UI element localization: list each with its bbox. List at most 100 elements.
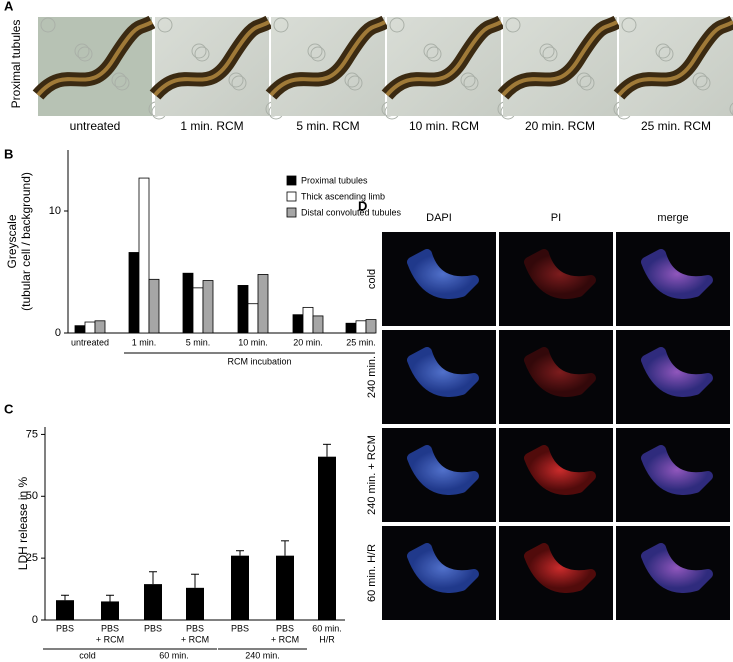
row-label: 240 min. — [366, 356, 378, 398]
cell-bg — [463, 75, 479, 91]
cell-bg — [576, 72, 592, 88]
y-tick-label: 25 — [26, 552, 38, 564]
cell-bg — [505, 17, 521, 33]
bar — [148, 278, 160, 334]
tubule-edge — [385, 20, 502, 97]
cell-bg — [542, 46, 558, 62]
bar — [202, 280, 214, 334]
cell-bg — [273, 17, 289, 33]
cell-bg — [74, 43, 90, 59]
x-axis-label: RCM incubation — [227, 356, 291, 366]
cell-bg — [539, 43, 555, 59]
tubule-stain — [524, 543, 596, 593]
image-label: 5 min. RCM — [296, 119, 359, 133]
legend-label: Proximal tubules — [301, 175, 368, 185]
column-label: PI — [551, 212, 561, 224]
panel-letter: C — [4, 401, 14, 416]
x-tick-label: PBS — [186, 623, 204, 633]
bar — [231, 555, 249, 620]
bar — [101, 601, 119, 620]
legend-swatch — [286, 191, 297, 202]
tubule-stain — [524, 445, 596, 495]
x-tick-label: + RCM — [271, 634, 299, 644]
bar — [138, 177, 150, 334]
cell-bg — [692, 72, 708, 88]
cell-bg — [157, 17, 173, 33]
panel-letter: D — [358, 198, 367, 213]
cell-bg — [191, 43, 207, 59]
cell-bg — [347, 75, 363, 91]
y-tick-label: 0 — [32, 614, 38, 626]
bar — [292, 314, 304, 334]
bar — [56, 600, 74, 620]
group-label: 240 min. — [245, 650, 280, 660]
row-label: Proximal tubules — [9, 20, 23, 109]
panel-letter: B — [4, 146, 13, 161]
x-tick-label: 60 min. — [312, 623, 342, 633]
y-tick-label: 50 — [26, 490, 38, 502]
cell-bg — [621, 17, 637, 33]
tubule-stain — [641, 249, 713, 299]
cell-bg — [655, 43, 671, 59]
cell-bg — [111, 72, 127, 88]
legend-label: Distal convoluted tubules — [301, 207, 402, 217]
cell-bg — [729, 102, 733, 116]
bar — [257, 274, 269, 334]
x-tick-label: PBS — [101, 623, 119, 633]
x-tick-label: 10 min. — [238, 337, 268, 347]
bar — [74, 325, 86, 334]
x-tick-label: + RCM — [181, 634, 209, 644]
x-tick-label: H/R — [319, 634, 335, 644]
group-label: cold — [79, 650, 96, 660]
x-tick-label: PBS — [56, 623, 74, 633]
column-label: merge — [657, 212, 688, 224]
legend-swatch — [286, 175, 297, 186]
tubule-stain — [407, 249, 479, 299]
image-label: 25 min. RCM — [641, 119, 711, 133]
x-tick-label: 25 min. — [346, 337, 376, 347]
cell-bg — [423, 43, 439, 59]
bar — [144, 584, 162, 620]
x-tick-label: 1 min. — [132, 337, 157, 347]
tubule-edge — [36, 20, 153, 97]
cell-bg — [579, 75, 595, 91]
y-tick-label: 0 — [55, 327, 61, 339]
cell-bg — [389, 17, 405, 33]
cell-bg — [695, 75, 711, 91]
bar — [186, 587, 204, 620]
x-tick-label: PBS — [231, 623, 249, 633]
cell-bg — [658, 46, 674, 62]
cell-bg — [77, 46, 93, 62]
x-tick-label: PBS — [276, 623, 294, 633]
row-label: 60 min. H/R — [366, 544, 378, 602]
y-tick-label: 10 — [49, 205, 61, 217]
cell-bg — [426, 46, 442, 62]
legend-swatch — [286, 207, 297, 218]
bar — [302, 306, 314, 334]
bar — [84, 321, 96, 334]
row-label: 240 min. + RCM — [366, 435, 378, 515]
bar — [312, 315, 324, 334]
cell-bg — [310, 46, 326, 62]
tubule-stain — [524, 249, 596, 299]
bar — [365, 319, 377, 334]
tubule-edge — [269, 20, 386, 97]
tubule-edge — [153, 20, 270, 97]
x-tick-label: + RCM — [96, 634, 124, 644]
bar — [237, 285, 249, 334]
legend-label: Thick ascending limb — [301, 191, 385, 201]
x-tick-label: 20 min. — [293, 337, 323, 347]
bar — [318, 456, 336, 620]
image-label: 1 min. RCM — [180, 119, 243, 133]
cell-bg — [114, 75, 130, 91]
tubule-stain — [524, 347, 596, 397]
tubule-stain — [641, 543, 713, 593]
bar — [247, 303, 259, 334]
cell-bg — [344, 72, 360, 88]
tubule-stain — [641, 347, 713, 397]
y-tick-label: 75 — [26, 428, 38, 440]
tubule-stain — [407, 445, 479, 495]
cell-bg — [307, 43, 323, 59]
